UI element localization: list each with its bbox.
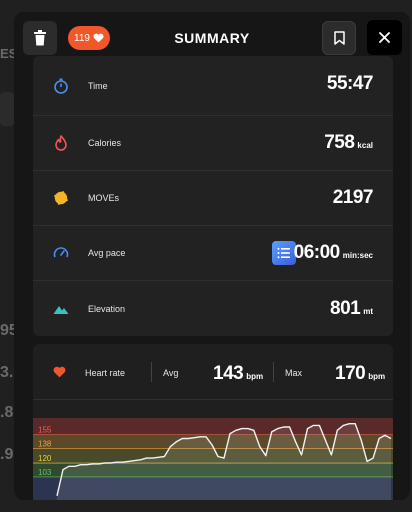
avg-label: Avg	[163, 368, 179, 378]
max-value: 170	[335, 363, 366, 384]
close-button[interactable]	[367, 20, 402, 55]
bookmark-button[interactable]	[322, 21, 356, 55]
heart-rate-header: Heart rate Avg 143 bpm Max 170 bpm	[33, 344, 393, 400]
zone-label: 120	[38, 454, 52, 463]
avg-unit: bpm	[246, 372, 264, 381]
divider	[273, 362, 274, 382]
heart-rate-line	[56, 423, 392, 496]
background-label: 3.	[0, 364, 14, 381]
background-label: 95	[0, 322, 18, 339]
background-label: .8	[0, 404, 14, 421]
zone-label: 138	[38, 439, 52, 448]
moves-icon	[53, 190, 69, 206]
stat-value: 06:00 min:sec	[294, 242, 373, 264]
sheet-header: 119 SUMMARY	[14, 12, 410, 64]
divider	[151, 362, 152, 382]
calories-value: 758	[324, 132, 355, 153]
stat-label: Avg pace	[88, 248, 126, 258]
heart-rate-label: Heart rate	[85, 368, 126, 378]
zone-band	[33, 448, 393, 464]
heart-rate-area	[57, 423, 391, 500]
zone-label: 155	[38, 425, 52, 434]
page-title: SUMMARY	[174, 30, 250, 46]
stat-label: Time	[88, 81, 108, 91]
max-label: Max	[285, 368, 303, 378]
zone-label: 103	[38, 468, 52, 477]
zone-band	[33, 418, 393, 435]
zone-band	[33, 463, 393, 477]
moves-value: 2197	[332, 187, 374, 208]
stat-row-moves: MOVEs 2197	[33, 171, 393, 226]
laps-button[interactable]	[272, 241, 296, 265]
stat-value: 2197	[332, 187, 374, 209]
zone-band	[33, 476, 393, 500]
stat-row-pace: Avg pace 06:00 min:sec	[33, 226, 393, 281]
max-heart-rate: 170 bpm	[335, 363, 385, 385]
mountain-icon	[53, 305, 69, 314]
speedometer-icon	[53, 247, 69, 258]
list-icon	[277, 247, 290, 259]
stopwatch-icon	[54, 78, 68, 94]
trash-icon	[34, 30, 46, 46]
stat-row-time: Time 55:47	[33, 56, 393, 116]
heart-rate-chart: 155 138 120 103	[33, 418, 393, 500]
heart-rate-card[interactable]: Heart rate Avg 143 bpm Max 170 bpm 155 13…	[33, 344, 393, 500]
stat-row-calories: Calories 758 kcal	[33, 116, 393, 171]
pace-unit: min:sec	[342, 251, 373, 260]
delete-button[interactable]	[23, 21, 57, 55]
background-panel	[0, 92, 14, 126]
elevation-unit: mt	[363, 306, 373, 316]
stat-value: 801 mt	[330, 298, 373, 320]
bookmark-icon	[333, 31, 345, 45]
stat-value: 55:47	[326, 73, 374, 95]
kudos-count: 119	[74, 32, 90, 44]
elevation-value: 801	[330, 297, 361, 319]
stats-card: Time 55:47 Calories 758 kcal MOVEs 2197	[33, 56, 393, 336]
heart-icon	[53, 366, 66, 378]
heart-icon	[93, 33, 104, 43]
stat-label: Elevation	[88, 303, 126, 314]
max-unit: bpm	[368, 372, 386, 381]
zone-band	[33, 434, 393, 449]
background-label: ES	[0, 46, 18, 61]
avg-heart-rate: 143 bpm	[213, 363, 263, 385]
background-label: .9	[0, 446, 14, 463]
flame-icon	[55, 135, 67, 151]
kudos-badge[interactable]: 119	[68, 26, 110, 50]
summary-sheet: 119 SUMMARY Time 55:47	[14, 12, 410, 500]
stat-row-elevation: Elevation 801 mt	[33, 281, 393, 336]
time-value: 55:47	[326, 73, 374, 94]
avg-value: 143	[213, 363, 244, 384]
close-icon	[379, 32, 390, 43]
stat-value: 758 kcal	[324, 132, 373, 154]
stat-label: Calories	[88, 138, 122, 148]
calories-unit: kcal	[357, 141, 373, 150]
stat-label: MOVEs	[88, 193, 120, 203]
pace-value: 06:00	[293, 242, 341, 263]
